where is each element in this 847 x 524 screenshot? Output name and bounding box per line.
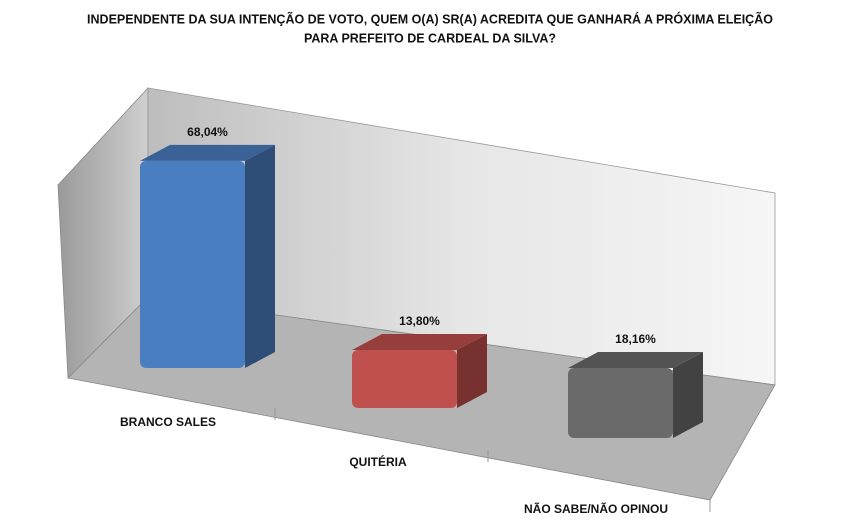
bar-top (352, 334, 487, 351)
chart-title: INDEPENDENTE DA SUA INTENÇÃO DE VOTO, QU… (87, 11, 773, 26)
bar-side (673, 352, 703, 438)
bar-side (245, 144, 275, 368)
bar (568, 352, 703, 438)
chart-title: PARA PREFEITO DE CARDEAL DA SILVA? (304, 31, 556, 45)
bar (140, 144, 275, 368)
category-label: QUITÉRIA (349, 454, 407, 469)
bars (140, 144, 703, 438)
bar-front (352, 350, 457, 408)
category-label: NÃO SABE/NÃO OPINOU (524, 501, 668, 516)
value-label: 68,04% (187, 125, 228, 139)
value-label: 13,80% (399, 314, 440, 328)
bar-top (140, 144, 275, 161)
value-label: 18,16% (615, 332, 656, 346)
bar-top (568, 352, 703, 369)
category-label: BRANCO SALES (120, 415, 216, 429)
bar-front (568, 368, 673, 438)
bar (352, 334, 487, 408)
bar-front (140, 160, 245, 368)
bar-side (457, 334, 487, 408)
